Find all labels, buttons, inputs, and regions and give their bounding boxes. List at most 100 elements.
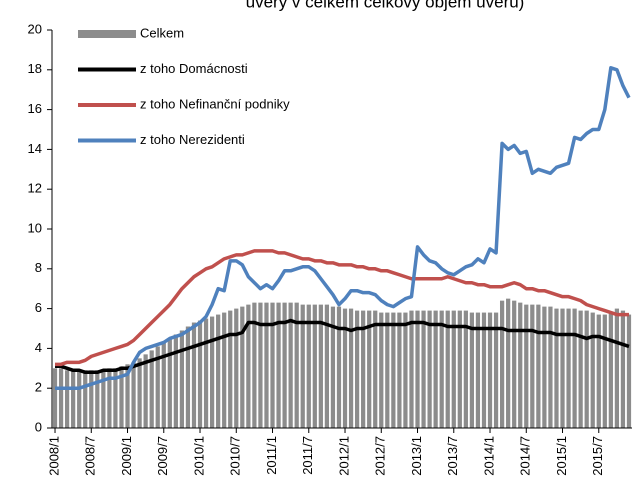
bar: [197, 320, 203, 428]
bar: [578, 310, 583, 428]
legend-label: z toho Nefinanční podniky: [140, 96, 290, 111]
bar: [95, 370, 100, 428]
y-tick-label: 12: [28, 181, 42, 196]
x-tick-label: 2013/1: [409, 436, 424, 476]
bar: [499, 300, 505, 428]
x-tick-label: 2015/1: [554, 436, 569, 476]
x-tick-label: 2008/1: [46, 436, 61, 476]
bar: [457, 310, 462, 428]
bar: [596, 314, 601, 428]
bar: [415, 310, 420, 428]
bar: [83, 370, 88, 428]
bar: [173, 334, 178, 428]
y-tick-label: 20: [28, 21, 42, 36]
bar: [572, 308, 577, 428]
bar: [179, 330, 185, 428]
bar: [536, 304, 541, 428]
bar: [342, 308, 348, 428]
bar: [252, 302, 257, 428]
bar: [590, 312, 595, 428]
bar: [203, 318, 209, 428]
bar: [487, 312, 493, 428]
x-tick-label: 2014/1: [481, 436, 496, 476]
y-tick-label: 4: [35, 340, 42, 355]
x-tick-label: 2008/7: [83, 436, 98, 476]
x-tick-label: 2010/1: [191, 436, 206, 476]
y-tick-label: 14: [28, 141, 42, 156]
bar: [276, 302, 281, 428]
bar: [185, 326, 191, 428]
bar: [566, 308, 571, 428]
x-tick-label: 2009/7: [155, 436, 170, 476]
bar: [379, 312, 384, 428]
bar: [318, 304, 323, 428]
bar: [439, 310, 444, 428]
bar: [143, 354, 148, 428]
bar: [475, 312, 481, 428]
bar: [433, 310, 438, 428]
bar: [373, 310, 378, 428]
bar: [608, 312, 613, 428]
x-tick-label: 2014/7: [518, 436, 533, 476]
bar: [584, 310, 589, 428]
bar: [300, 304, 305, 428]
legend-label: Celkem: [140, 25, 184, 40]
bar: [367, 310, 372, 428]
bar: [264, 302, 269, 428]
bar: [222, 312, 227, 428]
bar: [282, 302, 287, 428]
bar: [216, 314, 221, 428]
legend-label: z toho Nerezidenti: [140, 132, 245, 147]
legend-label: z toho Domácnosti: [140, 61, 248, 76]
x-tick-label: 2015/7: [590, 436, 605, 476]
bar: [270, 302, 275, 428]
bar: [191, 322, 197, 428]
y-tick-label: 8: [35, 260, 42, 275]
x-tick-label: 2010/7: [228, 436, 243, 476]
bar: [481, 312, 487, 428]
line-series: [55, 249, 629, 367]
bar: [530, 304, 535, 428]
x-tick-label: 2009/1: [119, 436, 134, 476]
bar: [445, 310, 450, 428]
bar: [614, 308, 620, 428]
bar: [149, 350, 154, 428]
bar: [77, 370, 82, 428]
bar: [451, 310, 456, 428]
bar: [506, 298, 511, 428]
y-tick-label: 18: [28, 61, 42, 76]
bar: [119, 366, 124, 428]
x-tick-label: 2011/1: [264, 436, 279, 475]
y-tick-label: 16: [28, 101, 42, 116]
bar: [391, 312, 396, 428]
bar: [258, 302, 263, 428]
bar: [294, 302, 299, 428]
bar: [560, 308, 565, 428]
bar: [125, 364, 130, 428]
bar: [524, 304, 529, 428]
bar: [348, 308, 354, 428]
bar: [209, 316, 215, 428]
bar: [167, 338, 172, 428]
bar: [427, 310, 432, 428]
y-tick-label: 0: [35, 419, 42, 434]
bar: [89, 370, 94, 428]
bar: [52, 368, 58, 428]
bar: [493, 312, 499, 428]
bar: [330, 306, 336, 428]
y-tick-label: 2: [35, 380, 42, 395]
x-tick-label: 2013/7: [445, 436, 460, 476]
bar: [518, 302, 523, 428]
bar: [64, 370, 70, 428]
bar: [101, 370, 106, 428]
bar: [131, 362, 136, 428]
bar: [306, 304, 311, 428]
x-tick-label: 2012/1: [336, 436, 351, 476]
bar: [626, 314, 632, 428]
bar: [554, 308, 559, 428]
chart-title: úvěry v celkem celkový objem úvěrů): [246, 0, 525, 11]
line-series: [55, 318, 630, 375]
bar: [361, 310, 366, 428]
bar: [58, 368, 64, 428]
